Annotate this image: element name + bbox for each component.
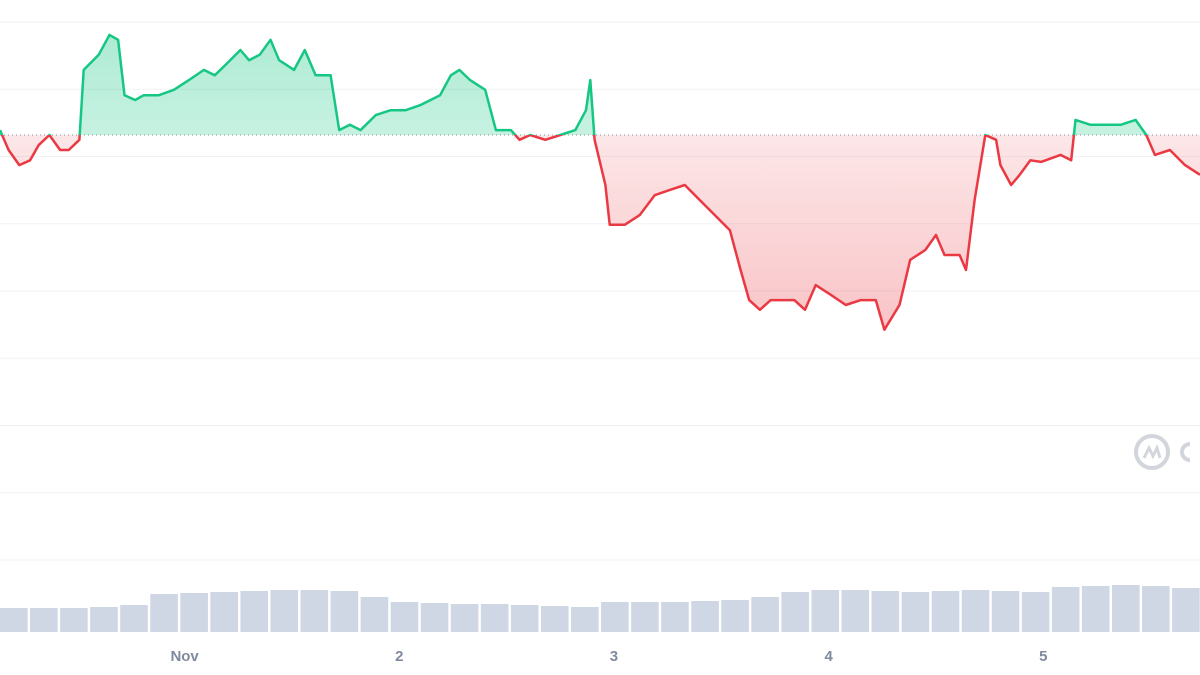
volume-bar bbox=[240, 591, 269, 632]
volume-bar bbox=[721, 600, 749, 632]
x-tick-label: Nov bbox=[170, 648, 199, 665]
volume-bar bbox=[30, 608, 58, 632]
volume-bar bbox=[631, 602, 659, 632]
volume-bar bbox=[871, 591, 900, 632]
volume-bar bbox=[540, 606, 569, 632]
volume-bar bbox=[0, 608, 28, 632]
volume-bar bbox=[300, 590, 329, 632]
volume-bar bbox=[180, 593, 208, 632]
volume-bar bbox=[1142, 586, 1170, 632]
volume-bar bbox=[1021, 592, 1050, 632]
price-line-up bbox=[0, 33, 1148, 135]
volume-bar bbox=[931, 591, 960, 632]
volume-bar bbox=[661, 602, 689, 632]
volume-bar bbox=[1111, 585, 1140, 632]
volume-bar bbox=[270, 590, 299, 632]
volume-bar bbox=[1081, 586, 1110, 632]
price-line-down bbox=[0, 134, 1200, 331]
volume-bar bbox=[991, 591, 1020, 632]
volume-bar bbox=[601, 602, 629, 632]
volume-bar bbox=[390, 602, 419, 632]
volume-bar bbox=[420, 603, 449, 632]
volume-bar bbox=[60, 608, 88, 632]
volume-bar bbox=[150, 594, 178, 632]
volume-bar bbox=[1051, 587, 1080, 632]
volume-bar bbox=[120, 605, 148, 632]
volume-bar bbox=[781, 592, 809, 632]
volume-bar bbox=[360, 597, 389, 632]
x-tick-label: 2 bbox=[395, 648, 403, 665]
volume-bar bbox=[330, 591, 359, 632]
volume-bar bbox=[1172, 588, 1200, 632]
x-tick-label: 5 bbox=[1039, 648, 1047, 665]
watermark bbox=[1134, 434, 1191, 470]
x-tick-label: 3 bbox=[610, 648, 618, 665]
volume-bar bbox=[961, 590, 990, 632]
volume-bar bbox=[480, 604, 509, 632]
volume-bar bbox=[90, 607, 118, 632]
volume-bar bbox=[841, 590, 870, 632]
area-up bbox=[0, 34, 1147, 135]
volume-bar bbox=[751, 597, 779, 632]
volume-bar bbox=[450, 604, 479, 632]
volume-bar bbox=[210, 592, 238, 632]
x-tick-label: 4 bbox=[824, 648, 833, 665]
volume-bar bbox=[510, 605, 539, 632]
volume-bar bbox=[811, 590, 840, 632]
area-down bbox=[0, 134, 1200, 330]
volume-bar bbox=[571, 607, 599, 632]
volume-bar bbox=[691, 601, 719, 632]
volume-bar bbox=[901, 592, 930, 632]
